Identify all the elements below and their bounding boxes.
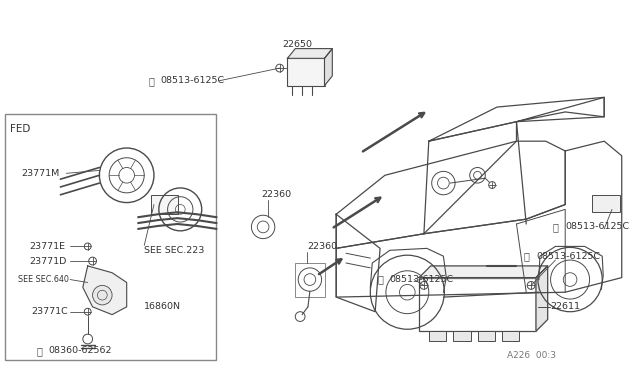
Text: 22611: 22611 [550,302,580,311]
Text: Ⓢ: Ⓢ [377,275,383,285]
Text: 23771D: 23771D [29,257,67,266]
Polygon shape [287,49,332,58]
Text: 08513-6125C: 08513-6125C [161,76,225,85]
Text: 22360: 22360 [261,190,291,199]
Text: A226  00:3: A226 00:3 [507,351,556,360]
Bar [429,331,446,341]
Text: Ⓢ: Ⓢ [524,251,529,261]
Text: 23771C: 23771C [31,307,68,316]
Text: 16860N: 16860N [144,302,181,311]
Text: Ⓢ: Ⓢ [552,222,558,232]
Bar [593,195,620,212]
Polygon shape [83,266,127,315]
Circle shape [93,285,112,305]
Polygon shape [419,266,548,278]
Text: Ⓢ: Ⓢ [148,76,154,86]
Text: FED: FED [10,124,30,134]
Bar [295,263,324,297]
Text: Ⓢ: Ⓢ [36,346,42,356]
Polygon shape [336,141,621,297]
Text: 08513-6125C: 08513-6125C [536,252,600,261]
Text: 22360: 22360 [307,242,337,251]
Text: 08360-62562: 08360-62562 [49,346,112,355]
Text: SEE SEC.223: SEE SEC.223 [144,246,205,255]
Polygon shape [336,214,380,312]
Bar [419,278,536,331]
Text: 23771E: 23771E [29,242,65,251]
Bar [502,331,520,341]
Text: 08513-6125C: 08513-6125C [390,275,454,284]
Text: 23771M: 23771M [21,169,60,178]
Bar [477,331,495,341]
Text: 08513-6125C: 08513-6125C [565,222,629,231]
Bar [151,195,179,214]
Bar [453,331,470,341]
Bar [5,114,216,360]
Bar [287,58,324,86]
Text: 22650: 22650 [283,40,312,49]
Text: SEE SEC.640: SEE SEC.640 [17,275,68,284]
Polygon shape [324,49,332,86]
Polygon shape [336,141,565,248]
Polygon shape [536,266,548,331]
